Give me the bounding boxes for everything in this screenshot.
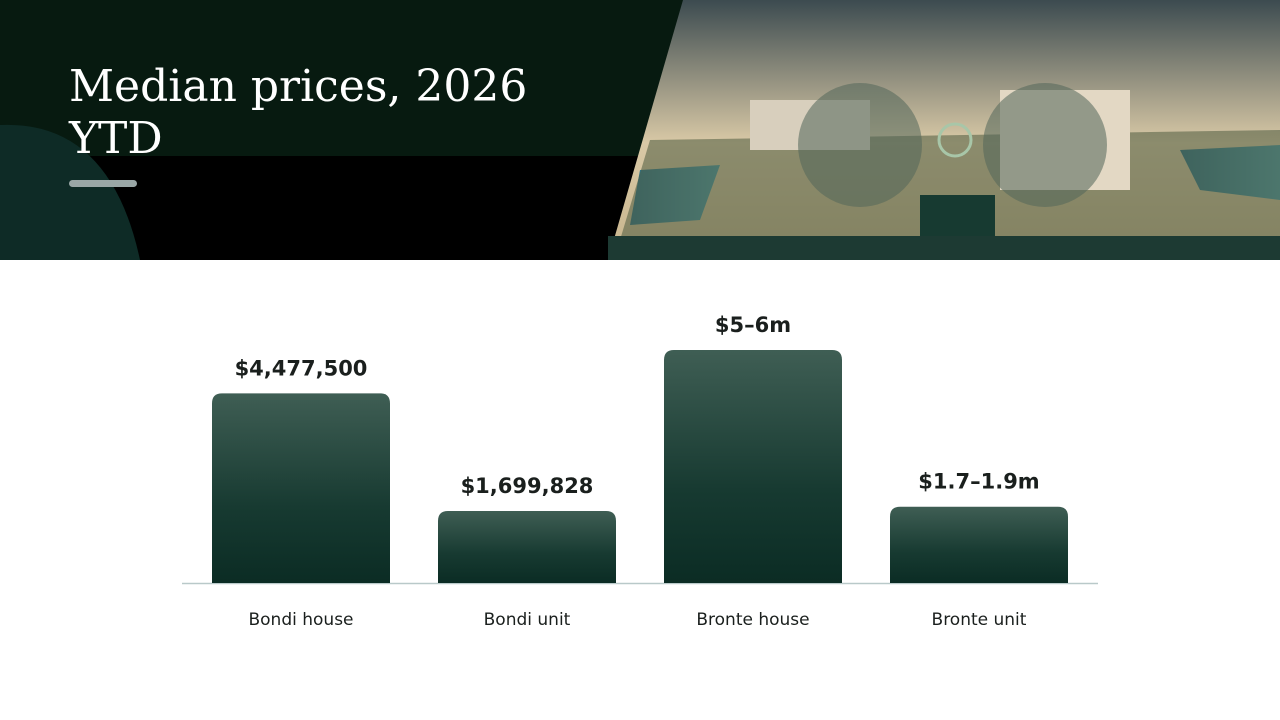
value-label: $1.7–1.9m [918,470,1039,494]
header: Median prices, 2026 YTD [0,0,1280,261]
chart-title: Median prices, 2026 YTD [68,61,527,164]
value-label: $5–6m [715,313,791,337]
bar [890,506,1068,583]
header-image [608,0,1280,260]
bar [212,393,390,583]
x-tick-label: Bronte unit [932,610,1027,630]
x-tick-label: Bondi unit [484,610,571,630]
bar [664,350,842,583]
header-arc [0,124,140,261]
title-underline [69,180,137,187]
header-band [0,0,700,156]
value-label: $1,699,828 [461,474,594,498]
x-tick-label: Bondi house [248,610,353,630]
value-label: $4,477,500 [235,356,368,380]
x-tick-label: Bronte house [696,610,809,630]
bar [438,510,616,583]
